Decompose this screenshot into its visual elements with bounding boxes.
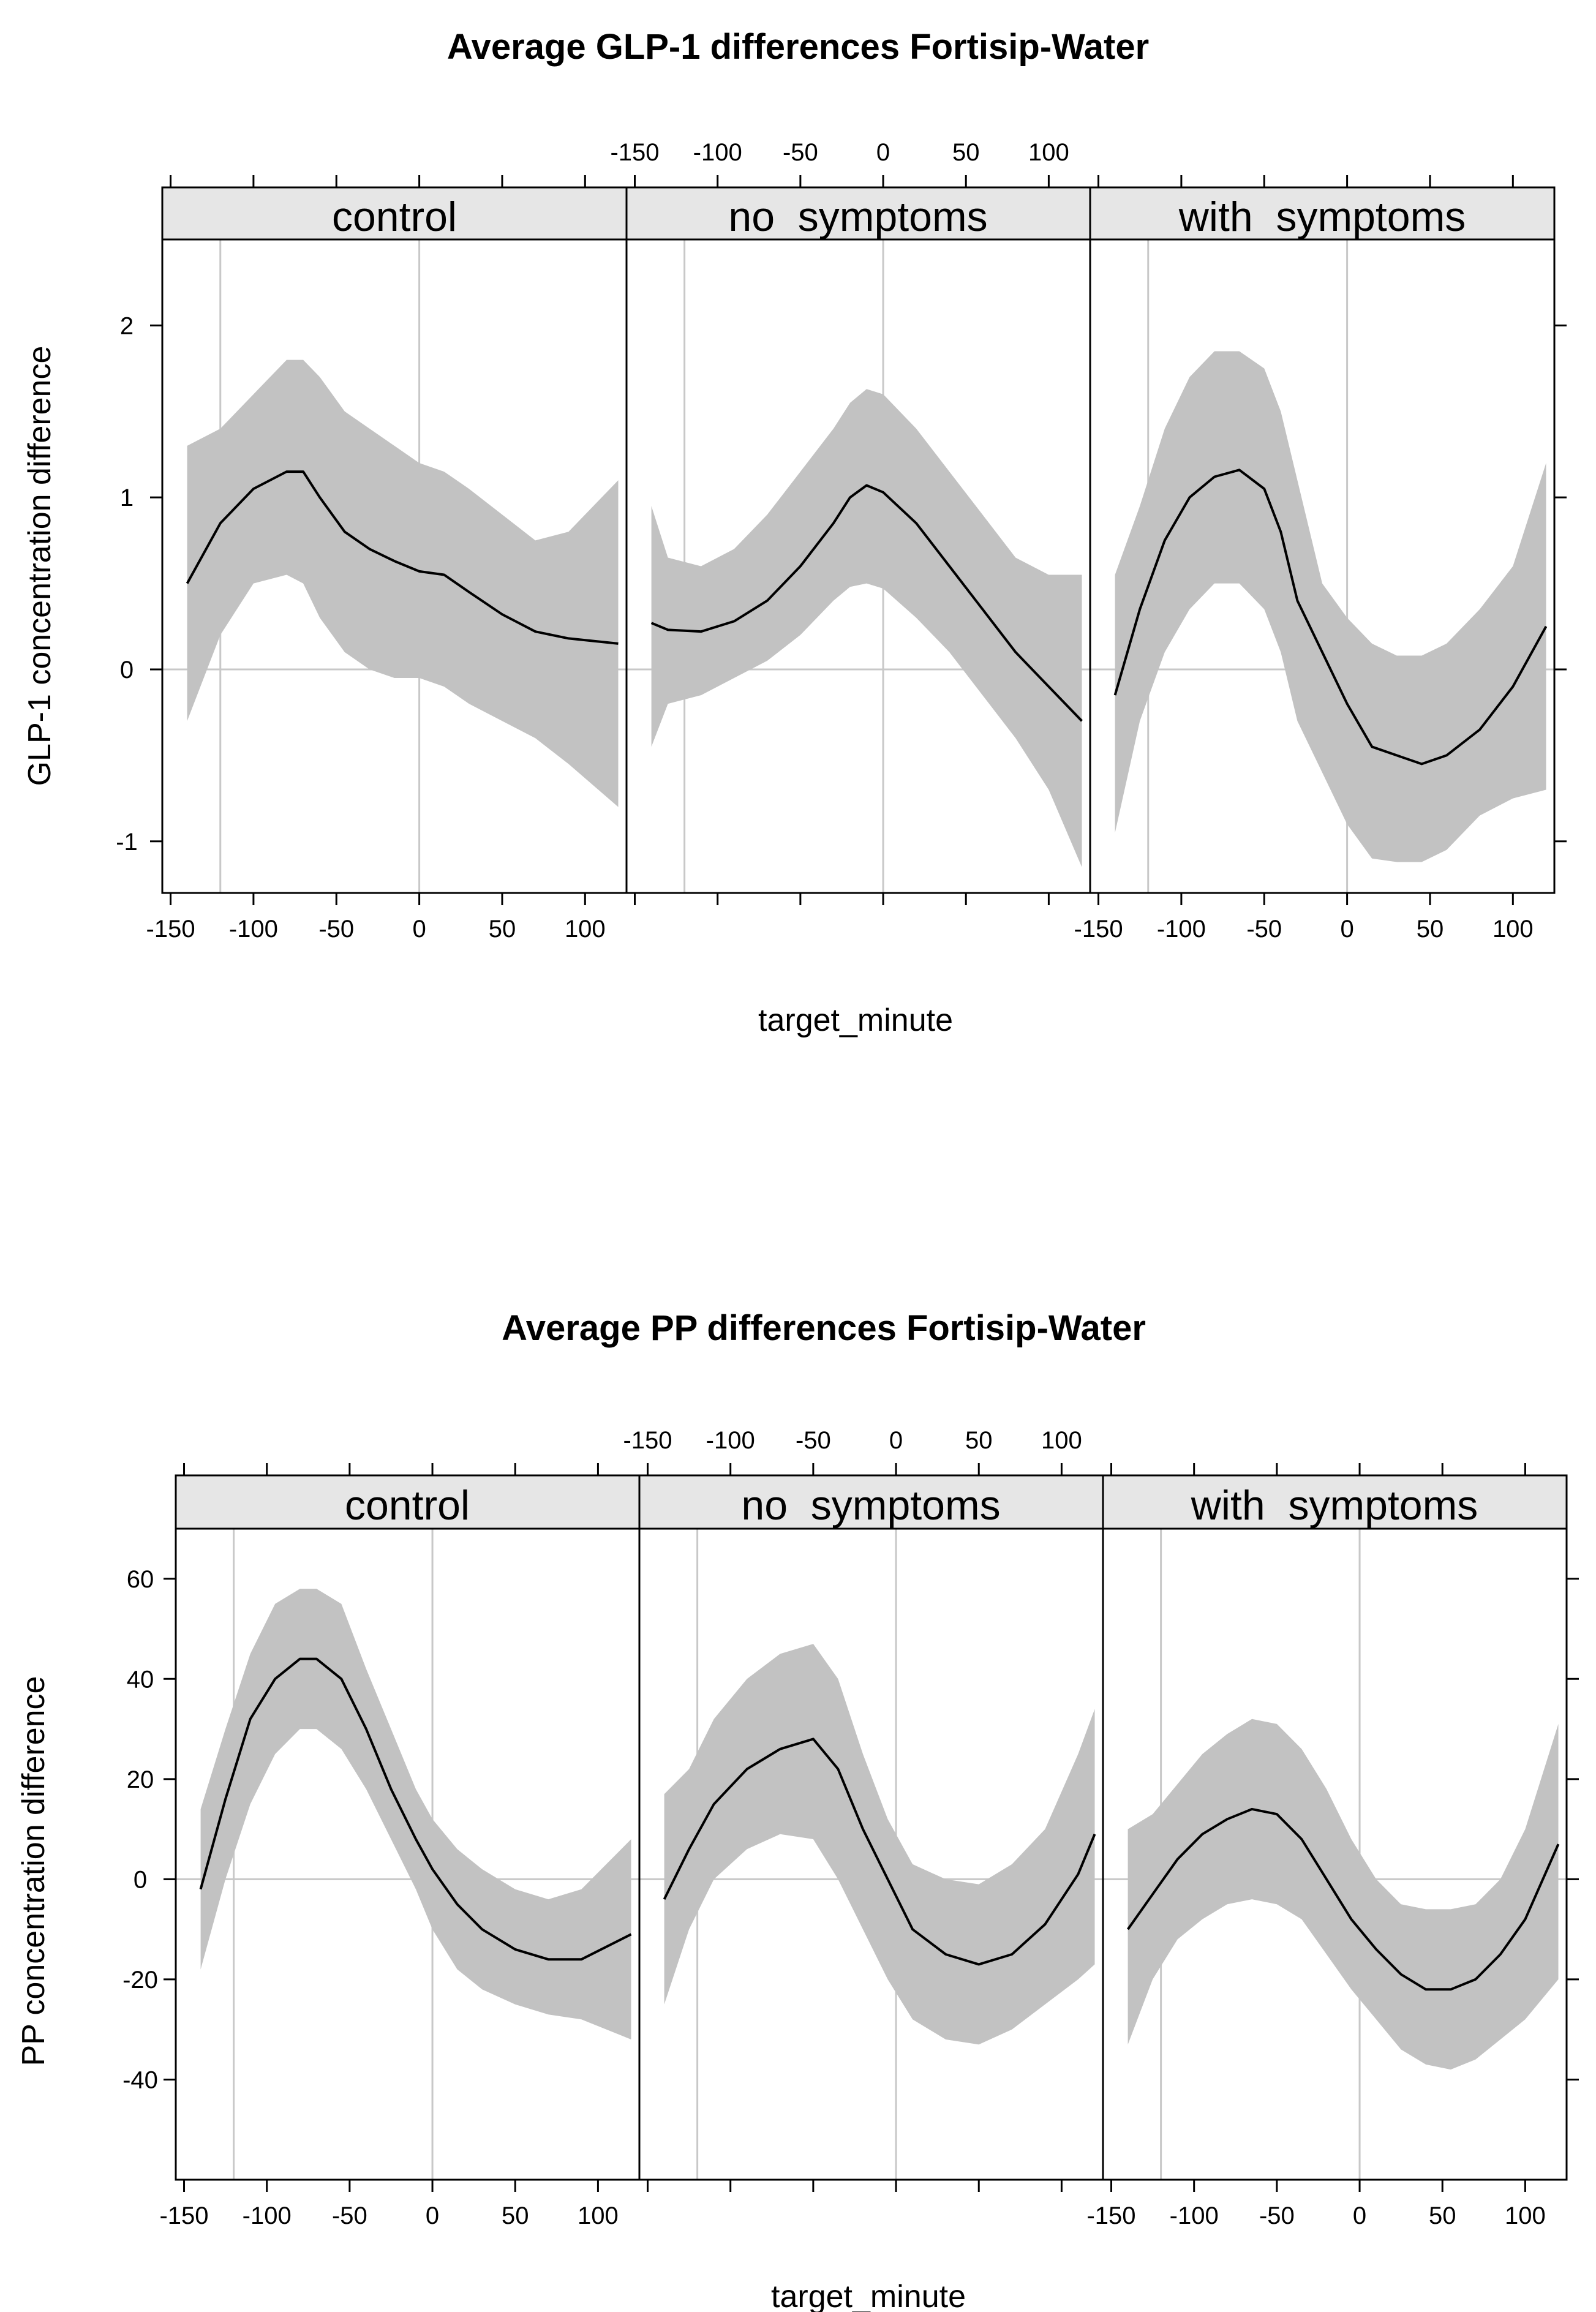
pp-panel-border-with-symptoms	[1102, 1527, 1568, 2181]
glp1-x-tick-label-bottom: 100	[1492, 916, 1534, 943]
pp-x-tick-label-bottom: -150	[1086, 2202, 1135, 2229]
glp1-strip-label-no-symptoms: no symptoms	[728, 194, 987, 240]
pp-no-symptoms-mean-line	[663, 1738, 1096, 1966]
pp-x-tick-label-top: 0	[889, 1427, 903, 1454]
glp1-y-tick-label: 2	[120, 312, 134, 339]
pp-y-tick-label: 40	[127, 1666, 154, 1693]
glp1-x-tick-label-bottom: -50	[1246, 916, 1282, 943]
glp1-y-tick-label: 1	[120, 484, 134, 511]
pp-x-tick-label-top: -100	[706, 1427, 755, 1454]
glp1-y-tick-label: -1	[116, 829, 138, 856]
glp1-no-symptoms-mean-line	[650, 484, 1083, 722]
glp1-panel-border-with-symptoms	[1089, 238, 1556, 894]
glp1-x-tick-label-top: 0	[876, 139, 890, 166]
glp1-panel-no-symptoms	[627, 239, 1090, 893]
pp-x-tick-label-bottom: -100	[243, 2202, 292, 2229]
pp-panel-with-symptoms	[1103, 1529, 1567, 2180]
glp1-axes: -1 0 1 2 -150 -150 -150 -100 -100 -100 -50 -50 -50 0 0…	[116, 139, 1567, 943]
pp-y-tick-label: 60	[127, 1566, 154, 1593]
pp-x-tick-label-top: -150	[623, 1427, 672, 1454]
pp-x-tick-label-bottom: 50	[1429, 2202, 1456, 2229]
glp1-chart-title: Average GLP-1 differences Fortisip-Water	[447, 27, 1149, 67]
glp1-y-axis-label: GLP-1 concentration difference	[22, 346, 58, 786]
glp1-panel-control	[162, 239, 627, 893]
pp-strip-label-no-symptoms: no symptoms	[741, 1482, 1000, 1529]
pp-x-tick-label-top: 50	[965, 1427, 993, 1454]
pp-axes: -40 -20 0 20 40 60 -150 -150 -150 -100 -100 -100 -50…	[122, 1427, 1579, 2229]
pp-strip-with-symptoms	[1102, 1474, 1568, 1530]
pp-x-tick-label-top: -50	[796, 1427, 831, 1454]
pp-strip-label-with-symptoms: with symptoms	[1191, 1482, 1478, 1529]
glp1-strip-with-symptoms	[1089, 186, 1556, 241]
pp-y-tick-label: -40	[122, 2066, 158, 2093]
pp-x-axis-label: target_minute	[771, 2279, 966, 2312]
pp-y-tick-label: -20	[122, 1967, 158, 1994]
glp1-y-tick-label: 0	[120, 657, 134, 683]
glp1-x-tick-label-bottom: 50	[489, 916, 516, 943]
glp1-x-tick-label-bottom: -50	[318, 916, 354, 943]
glp1-x-tick-label-bottom: -100	[1157, 916, 1206, 943]
pp-y-tick-label: 0	[134, 1866, 147, 1893]
glp1-no-symptoms-confidence-band	[651, 389, 1082, 867]
pp-x-tick-label-bottom: 100	[578, 2202, 619, 2229]
glp1-x-axis-label: target_minute	[758, 1003, 953, 1038]
glp1-x-tick-label-bottom: -100	[229, 916, 278, 943]
glp1-with-symptoms-mean-line	[1113, 469, 1548, 766]
pp-strip-label-control: control	[345, 1482, 470, 1529]
pp-x-tick-label-bottom: -150	[159, 2202, 208, 2229]
glp1-x-tick-label-bottom: 0	[1340, 916, 1353, 943]
pp-x-tick-label-top: 100	[1041, 1427, 1082, 1454]
pp-control-mean-line	[199, 1657, 632, 1961]
glp1-strip-label-control: control	[332, 194, 457, 240]
glp1-panel-with-symptoms	[1090, 239, 1554, 893]
pp-no-symptoms-confidence-band	[664, 1644, 1095, 2045]
glp1-x-tick-label-bottom: -150	[146, 916, 195, 943]
pp-panel-no-symptoms	[639, 1529, 1103, 2180]
pp-x-tick-label-bottom: -50	[332, 2202, 367, 2229]
pp-y-tick-label: 20	[127, 1766, 154, 1793]
glp1-x-tick-label-bottom: -150	[1074, 916, 1123, 943]
pp-with-symptoms-mean-line	[1126, 1807, 1560, 1991]
glp1-with-symptoms-confidence-band	[1115, 351, 1546, 862]
pp-chart: Average PP differences Fortisip-Water co…	[16, 1308, 1579, 2312]
pp-chart-title: Average PP differences Fortisip-Water	[502, 1308, 1146, 1348]
pp-x-tick-label-bottom: -100	[1170, 2202, 1219, 2229]
pp-x-tick-label-bottom: -50	[1259, 2202, 1295, 2229]
glp1-x-tick-label-bottom: 0	[412, 916, 426, 943]
pp-x-tick-label-bottom: 0	[426, 2202, 439, 2229]
glp1-x-tick-label-bottom: 100	[565, 916, 606, 943]
pp-y-axis-label: PP concentration difference	[16, 1676, 51, 2066]
pp-panel-control	[176, 1529, 639, 2180]
pp-x-tick-label-bottom: 100	[1505, 2202, 1546, 2229]
glp1-x-tick-label-top: 50	[952, 139, 980, 166]
glp1-x-tick-label-top: -150	[610, 139, 659, 166]
glp1-x-tick-label-top: -50	[783, 139, 818, 166]
glp1-chart: Average GLP-1 differences Fortisip-Water…	[22, 27, 1567, 1038]
pp-x-tick-label-bottom: 0	[1353, 2202, 1366, 2229]
glp1-control-mean-line	[186, 470, 619, 645]
glp1-x-tick-label-top: 100	[1028, 139, 1069, 166]
pp-control-confidence-band	[200, 1589, 631, 2039]
pp-with-symptoms-confidence-band	[1127, 1719, 1559, 2070]
glp1-x-tick-label-bottom: 50	[1417, 916, 1444, 943]
glp1-x-tick-label-top: -100	[693, 139, 742, 166]
glp1-strip-label-with-symptoms: with symptoms	[1178, 194, 1466, 240]
pp-x-tick-label-bottom: 50	[502, 2202, 529, 2229]
